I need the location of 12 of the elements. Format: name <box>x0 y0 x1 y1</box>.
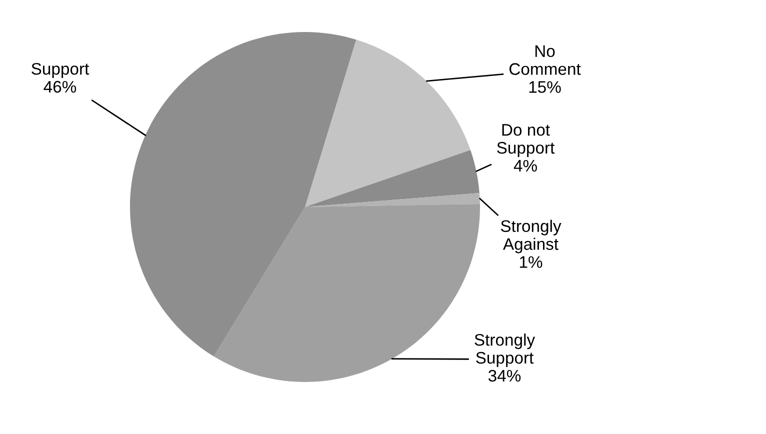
slice-label: Do not Support <box>497 124 555 158</box>
data-label: 46% <box>44 80 76 93</box>
slice-label: Support <box>32 62 90 78</box>
pie-slice <box>305 192 480 207</box>
slice-label: Strongly Against <box>500 220 562 254</box>
data-label: 1% <box>520 256 542 268</box>
data-label: 34% <box>488 370 521 382</box>
slice-label: No Comment <box>509 45 581 75</box>
data-label: 4% <box>514 160 537 172</box>
data-label: 15% <box>529 81 561 93</box>
slice-label: Strongly Support <box>474 334 536 368</box>
pie-slice <box>305 40 470 207</box>
